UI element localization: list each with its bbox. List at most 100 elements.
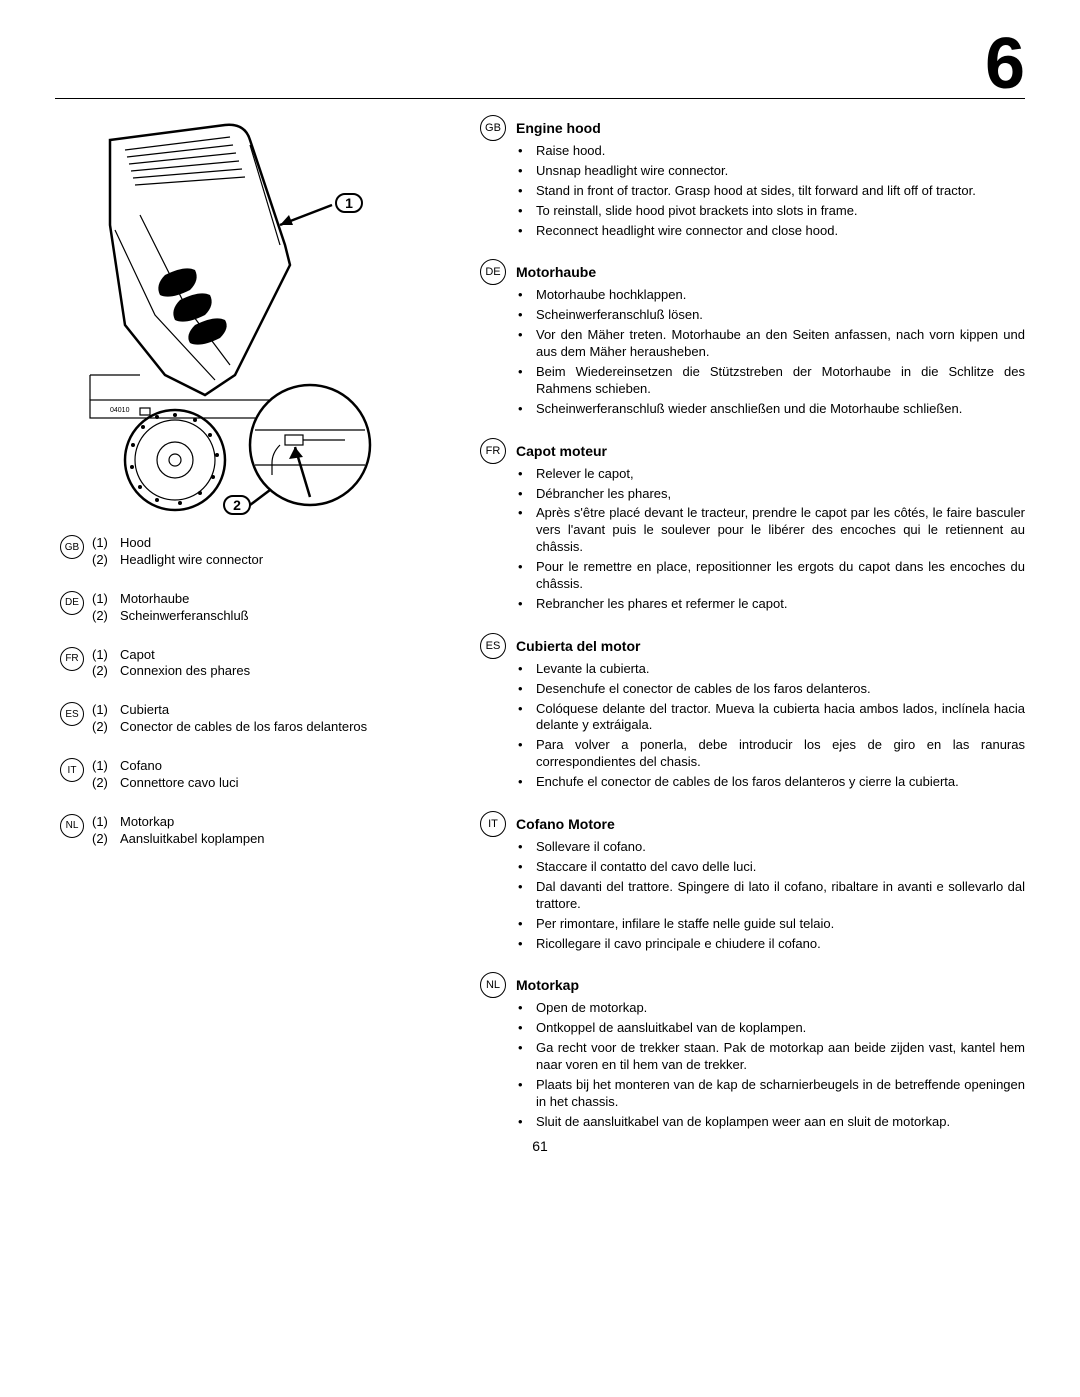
lang-badge-gb: GB (480, 115, 506, 141)
bullet-list: Relever le capot,Débrancher les phares,A… (480, 466, 1025, 613)
legend-item-num: (1) (92, 758, 114, 775)
section-it: IT Cofano Motore Sollevare il cofano. Stacc… (480, 811, 1025, 952)
bullet-item: Stand in front of tractor. Grasp hood at… (518, 183, 1025, 200)
bullet-list: Sollevare il cofano. Staccare il contatto… (480, 839, 1025, 952)
legend-item: (1) Cubierta (92, 702, 450, 719)
legend-item-num: (2) (92, 663, 114, 680)
section-gb: GBEngine hoodRaise hood.Unsnap headlight… (480, 115, 1025, 239)
legend-item-label: Connettore cavo luci (120, 775, 239, 792)
bullet-item: Ricollegare il cavo principale e chiuder… (518, 936, 1025, 953)
bullet-list: Raise hood. Unsnap headlight wire connect… (480, 143, 1025, 239)
lang-badge-it: IT (60, 758, 84, 782)
legend-block-it: IT (1) Cofano(2)Connettore cavo luci (60, 758, 450, 792)
legend-item-label: Headlight wire connector (120, 552, 263, 569)
bullet-item: Unsnap headlight wire connector. (518, 163, 1025, 180)
lang-badge-gb: GB (60, 535, 84, 559)
svg-text:04010: 04010 (110, 407, 130, 414)
section-es: ES Cubierta del motor Levante la cubierta.… (480, 633, 1025, 791)
legend-item: (2)Connettore cavo luci (92, 775, 450, 792)
legend-item: (2) Headlight wire connector (92, 552, 450, 569)
bullet-item: Après s'être placé devant le tracteur, p… (518, 505, 1025, 556)
legend-item-label: Scheinwerferanschluß (120, 608, 249, 625)
legend-item-label: Cubierta (120, 702, 169, 719)
lang-badge-de: DE (60, 591, 84, 615)
legend-item-label: Motorhaube (120, 591, 189, 608)
legend-item-num: (1) (92, 535, 114, 552)
bullet-list: Open de motorkap. Ontkoppel de aansluitka… (480, 1000, 1025, 1130)
section-title: Motorhaube (516, 263, 596, 281)
bullet-item: Staccare il contatto del cavo delle luci… (518, 859, 1025, 876)
legend-block-nl: NL (1) Motorkap (2) Aansluitkabel koplampen (60, 814, 450, 848)
legend-item-label: Conector de cables de los faros delanter… (120, 719, 367, 736)
lang-badge-nl: NL (60, 814, 84, 838)
bullet-item: Ontkoppel de aansluitkabel van de koplam… (518, 1020, 1025, 1037)
bullet-item: Levante la cubierta. (518, 661, 1025, 678)
legend-item-num: (2) (92, 608, 114, 625)
lang-badge-fr: FR (480, 438, 506, 464)
bullet-item: Colóquese delante del tractor. Mueva la … (518, 701, 1025, 735)
bullet-item: Raise hood. (518, 143, 1025, 160)
bullet-item: Open de motorkap. (518, 1000, 1025, 1017)
legend-block-es: ES(1)Cubierta(2)Conector de cables de lo… (60, 702, 450, 736)
bullet-item: Desenchufe el conector de cables de los … (518, 681, 1025, 698)
legend-block-fr: FR (1) Capot (2) Connexion des phares (60, 647, 450, 681)
lang-badge-de: DE (480, 259, 506, 285)
legend-item: (2) Aansluitkabel koplampen (92, 831, 450, 848)
legend-item-num: (1) (92, 591, 114, 608)
bullet-item: Para volver a ponerla, debe introducir l… (518, 737, 1025, 771)
bullet-item: Sollevare il cofano. (518, 839, 1025, 856)
legend-item-label: Cofano (120, 758, 162, 775)
section-title: Cubierta del motor (516, 637, 640, 655)
section-title: Cofano Motore (516, 815, 615, 833)
legend-item-num: (2) (92, 831, 114, 848)
bullet-item: Scheinwerferanschluß wieder anschließen … (518, 401, 1025, 418)
lang-badge-es: ES (480, 633, 506, 659)
bullet-item: Beim Wiedereinsetzen die Stützstreben de… (518, 364, 1025, 398)
section-nl: NL Motorkap Open de motorkap. Ontkoppel de … (480, 972, 1025, 1130)
bullet-item: Relever le capot, (518, 466, 1025, 483)
legend-item-label: Hood (120, 535, 151, 552)
legend-item: (1) Hood (92, 535, 450, 552)
legend-item-label: Capot (120, 647, 155, 664)
legend: GB (1) Hood (2) Headlight wire connector DE (1… (60, 535, 450, 848)
section-title: Motorkap (516, 976, 579, 994)
bullet-item: Vor den Mäher treten. Motorhaube an den … (518, 327, 1025, 361)
legend-item: (2) Scheinwerferanschluß (92, 608, 450, 625)
bullet-item: To reinstall, slide hood pivot brackets … (518, 203, 1025, 220)
page-number: 61 (0, 1137, 1080, 1155)
legend-item: (1) Capot (92, 647, 450, 664)
legend-item-label: Aansluitkabel koplampen (120, 831, 265, 848)
legend-item: (1) Motorkap (92, 814, 450, 831)
lang-badge-nl: NL (480, 972, 506, 998)
lang-badge-es: ES (60, 702, 84, 726)
legend-block-gb: GB (1) Hood (2) Headlight wire connector (60, 535, 450, 569)
diagram-callout-1: 1 (335, 193, 363, 213)
top-rule (55, 98, 1025, 99)
legend-item-num: (1) (92, 647, 114, 664)
bullet-item: Plaats bij het monteren van de kap de sc… (518, 1077, 1025, 1111)
bullet-item: Dal davanti del trattore. Spingere di la… (518, 879, 1025, 913)
lang-badge-fr: FR (60, 647, 84, 671)
lang-badge-it: IT (480, 811, 506, 837)
bullet-item: Reconnect headlight wire connector and c… (518, 223, 1025, 240)
bullet-item: Enchufe el conector de cables de los far… (518, 774, 1025, 791)
bullet-item: Motorhaube hochklappen. (518, 287, 1025, 304)
section-de: DE Motorhaube Motorhaube hochklappen. Schei… (480, 259, 1025, 417)
legend-item-label: Motorkap (120, 814, 174, 831)
legend-item: (2) Connexion des phares (92, 663, 450, 680)
legend-item-num: (2) (92, 552, 114, 569)
legend-item-label: Connexion des phares (120, 663, 250, 680)
legend-item: (1) Motorhaube (92, 591, 450, 608)
bullet-item: Sluit de aansluitkabel van de koplampen … (518, 1114, 1025, 1131)
bullet-item: Pour le remettre en place, repositionner… (518, 559, 1025, 593)
legend-item-num: (1) (92, 814, 114, 831)
bullet-item: Per rimontare, infilare le staffe nelle … (518, 916, 1025, 933)
bullet-list: Motorhaube hochklappen. Scheinwerferansch… (480, 287, 1025, 417)
legend-block-de: DE (1) Motorhaube (2) Scheinwerferanschluß (60, 591, 450, 625)
legend-item: (1) Cofano (92, 758, 450, 775)
bullet-item: Rebrancher les phares et refermer le cap… (518, 596, 1025, 613)
diagram-callout-2: 2 (223, 495, 251, 515)
bullet-item: Scheinwerferanschluß lösen. (518, 307, 1025, 324)
section-title: Capot moteur (516, 442, 607, 460)
legend-item-num: (1) (92, 702, 114, 719)
